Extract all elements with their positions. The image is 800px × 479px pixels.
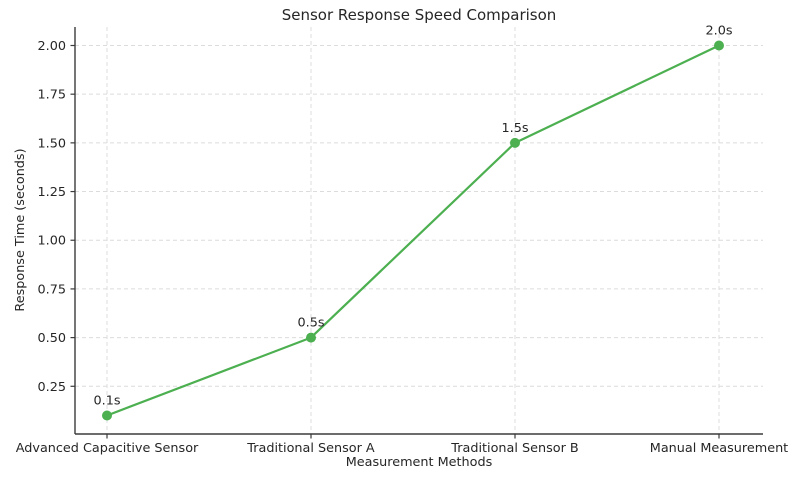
y-tick-label: 1.75: [38, 88, 67, 103]
y-tick-label: 0.25: [38, 380, 67, 395]
data-point-marker: [306, 332, 316, 343]
point-value-label: 1.5s: [501, 121, 528, 136]
axis-tick-marks: [70, 44, 720, 439]
y-tick-label: 0.75: [38, 282, 67, 297]
x-tick-label: Traditional Sensor A: [246, 441, 375, 456]
y-tick-labels: 0.25 0.50 0.75 1.00 1.25 1.50 1.75 2.00: [38, 39, 67, 395]
y-gridlines: [75, 45, 763, 387]
y-tick-label: 1.25: [38, 185, 67, 200]
point-value-label: 0.1s: [93, 394, 120, 409]
data-point-marker: [102, 410, 112, 421]
x-tick-label: Advanced Capacitive Sensor: [16, 441, 199, 456]
x-tick-label: Traditional Sensor B: [450, 441, 578, 456]
point-value-label: 0.5s: [297, 316, 324, 331]
y-tick-label: 1.50: [38, 136, 67, 151]
x-axis-label: Measurement Methods: [346, 455, 493, 470]
point-value-label: 2.0s: [705, 24, 732, 39]
y-tick-label: 2.00: [38, 39, 67, 54]
x-tick-labels: Advanced Capacitive Sensor Traditional Se…: [16, 441, 789, 456]
point-annotations: 0.1s 0.5s 1.5s 2.0s: [93, 24, 732, 409]
chart-title: Sensor Response Speed Comparison: [282, 6, 557, 24]
x-tick-label: Manual Measurement: [650, 441, 788, 456]
data-point-marker: [510, 137, 520, 148]
y-axis-label: Response Time (seconds): [13, 148, 28, 311]
data-point-marker: [714, 40, 724, 51]
y-tick-label: 0.50: [38, 331, 67, 346]
axis-spines: [74, 27, 763, 435]
line-series: [102, 40, 724, 421]
x-gridlines: [106, 27, 720, 434]
y-tick-label: 1.00: [38, 234, 67, 249]
response-time-line: [105, 44, 721, 417]
